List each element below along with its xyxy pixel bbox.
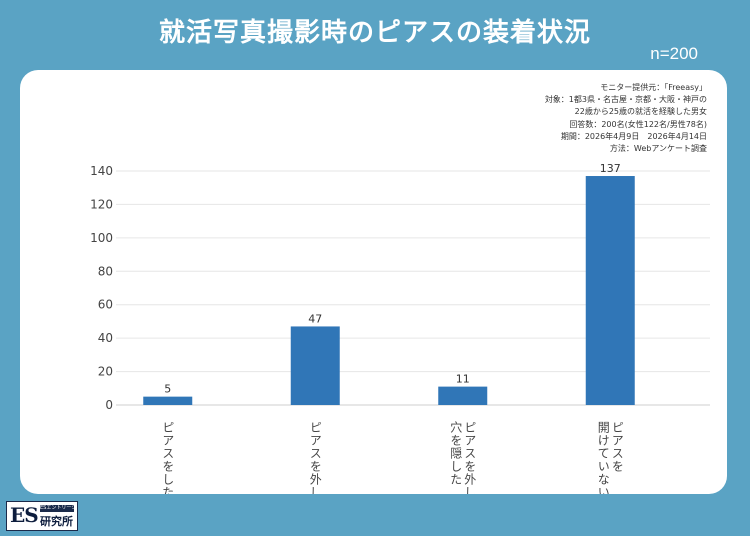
y-tick-label: 80 [98, 264, 113, 278]
y-tick-label: 100 [90, 231, 113, 245]
y-tick-label: 120 [90, 197, 113, 211]
chart-title: 就活写真撮影時のピアスの装着状況 [158, 18, 591, 48]
bar-value-label: 5 [164, 383, 171, 396]
logo-text: 研究所 [40, 515, 73, 528]
es-lab-logo: ES ESエントリーシート 研究所 [6, 501, 78, 531]
y-tick-label: 40 [98, 331, 113, 345]
y-tick-label: 20 [98, 365, 113, 379]
logo-es-mark: ES [10, 503, 39, 527]
bar-chart: 0 20 40 60 80 100 120 140 5 ピアスをした 47 ピアスを外した 11 ピアスを… [90, 162, 710, 494]
bar [290, 326, 340, 405]
sample-size-label: n=200 [650, 44, 698, 63]
bar-value-label: 11 [456, 373, 470, 386]
x-category-label: ピアスを外し [463, 421, 477, 494]
y-tick-label: 140 [90, 164, 113, 178]
note-line: 回答数：200名(女性122名/男性78名) [569, 119, 707, 129]
x-category-label: ピアスを外した [308, 421, 322, 494]
x-category-label: 穴を隠した [449, 420, 463, 486]
x-category-label: ピアスを [610, 421, 624, 473]
y-tick-label: 0 [105, 398, 113, 412]
bar-value-label: 47 [308, 312, 322, 325]
bar [143, 396, 193, 405]
note-line: 22歳から25歳の就活を経験した男女 [574, 107, 707, 117]
note-line: 期間：2026年4月9日 2026年4月14日 [560, 131, 707, 141]
bar [438, 386, 488, 405]
bar-value-label: 137 [600, 162, 621, 175]
x-category-label: 開けていない [596, 421, 610, 494]
note-line: 方法：Webアンケート調査 [609, 144, 707, 154]
note-line: モニター提供元：「Freeasy」 [600, 83, 707, 92]
survey-notes: モニター提供元：「Freeasy」 対象：1都3県・名古屋・京都・大阪・神戸の … [545, 82, 707, 155]
chart-card: モニター提供元：「Freeasy」 対象：1都3県・名古屋・京都・大阪・神戸の … [20, 70, 727, 494]
bar [585, 176, 635, 405]
note-line: 対象：1都3県・名古屋・京都・大阪・神戸の [544, 95, 707, 105]
x-category-label: ピアスをした [161, 421, 175, 494]
y-tick-label: 60 [98, 298, 113, 312]
logo-ribbon: ESエントリーシート [40, 505, 74, 512]
